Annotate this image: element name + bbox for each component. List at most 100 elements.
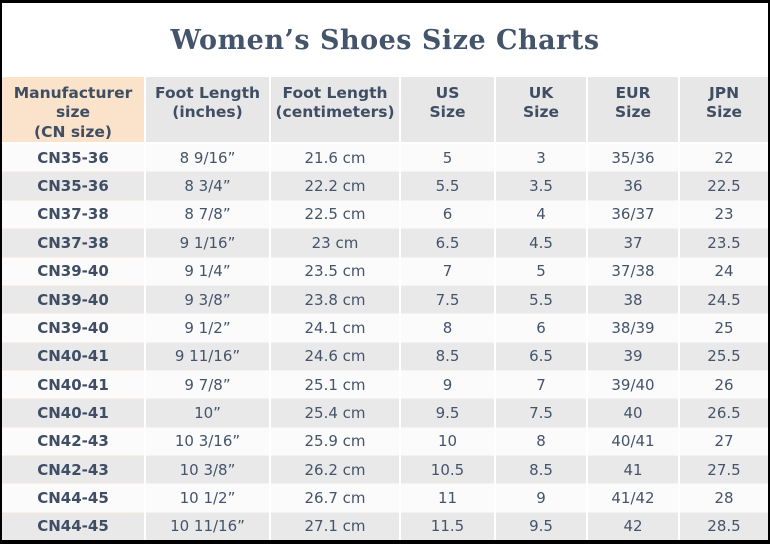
- cell: 5: [399, 143, 495, 172]
- table-row: CN37-38 8 7/8” 22.5 cm 6 4 36/37 23: [2, 199, 768, 229]
- shoe-size-table: Manufacturer size (CN size) Foot Length (…: [2, 77, 768, 540]
- cell: 9 1/4”: [144, 256, 270, 286]
- cell: 11.5: [399, 511, 495, 540]
- table-row: CN39-40 9 1/2” 24.1 cm 8 6 38/39 25: [2, 313, 768, 343]
- cell: CN39-40: [2, 256, 145, 286]
- table-row: CN42-43 10 3/16” 25.9 cm 10 8 40/41 27: [2, 426, 768, 456]
- cell: 9: [399, 369, 495, 399]
- cell: 9 3/8”: [144, 284, 270, 314]
- cell: 8.5: [399, 341, 495, 371]
- table-row: CN40-41 9 11/16” 24.6 cm 8.5 6.5 39 25.5: [2, 341, 768, 371]
- header-cell: US Size: [399, 77, 495, 145]
- header-cell: UK Size: [494, 77, 587, 145]
- cell: CN44-45: [2, 483, 145, 513]
- cell: CN44-45: [2, 511, 145, 540]
- cell: CN40-41: [2, 369, 145, 399]
- cell: 25.1 cm: [269, 369, 400, 399]
- cell: 23.5 cm: [269, 256, 400, 286]
- cell: 27.1 cm: [269, 511, 400, 540]
- cell: 23: [678, 199, 768, 229]
- cell: 5: [494, 256, 587, 286]
- table-row: CN35-36 8 3/4” 22.2 cm 5.5 3.5 36 22.5: [2, 171, 768, 201]
- cell: 10”: [144, 398, 270, 428]
- cell: 21.6 cm: [269, 143, 400, 172]
- cell: 7: [399, 256, 495, 286]
- cell: 25.4 cm: [269, 398, 400, 428]
- table-row: CN42-43 10 3/8” 26.2 cm 10.5 8.5 41 27.5: [2, 454, 768, 484]
- header-cell: Foot Length (centimeters): [269, 77, 400, 145]
- cell: 22.5: [678, 171, 768, 201]
- cell: 10 11/16”: [144, 511, 270, 540]
- cell: 8: [494, 426, 587, 456]
- cell: 41: [586, 454, 679, 484]
- cell: 5.5: [399, 171, 495, 201]
- cell: 26.2 cm: [269, 454, 400, 484]
- cell: 6: [494, 313, 587, 343]
- cell: CN39-40: [2, 284, 145, 314]
- cell: 23.5: [678, 228, 768, 257]
- cell: 22.5 cm: [269, 199, 400, 229]
- table-row: CN40-41 9 7/8” 25.1 cm 9 7 39/40 26: [2, 369, 768, 399]
- table-header: Manufacturer size (CN size) Foot Length (…: [2, 77, 768, 145]
- cell: 22: [678, 143, 768, 172]
- cell: 8: [399, 313, 495, 343]
- cell: 42: [586, 511, 679, 540]
- table-row: CN37-38 9 1/16” 23 cm 6.5 4.5 37 23.5: [2, 228, 768, 257]
- table-body: CN35-36 8 9/16” 21.6 cm 5 3 35/36 22 CN35-36 8 3…: [2, 143, 768, 540]
- cell: 8 9/16”: [144, 143, 270, 172]
- cell: 6.5: [399, 228, 495, 257]
- cell: 40: [586, 398, 679, 428]
- cell: 22.2 cm: [269, 171, 400, 201]
- cell: 4: [494, 199, 587, 229]
- cell: CN40-41: [2, 398, 145, 428]
- cell: 37: [586, 228, 679, 257]
- cell: 4.5: [494, 228, 587, 257]
- cell: 25.5: [678, 341, 768, 371]
- cell: 24.6 cm: [269, 341, 400, 371]
- cell: 7.5: [399, 284, 495, 314]
- page-title: Women’s Shoes Size Charts: [170, 24, 600, 56]
- table-row: CN40-41 10” 25.4 cm 9.5 7.5 40 26.5: [2, 398, 768, 428]
- cell: CN42-43: [2, 426, 145, 456]
- cell: 35/36: [586, 143, 679, 172]
- cell: 9 1/16”: [144, 228, 270, 257]
- cell: 26.5: [678, 398, 768, 428]
- cell: CN35-36: [2, 171, 145, 201]
- cell: 25: [678, 313, 768, 343]
- cell: 10 3/16”: [144, 426, 270, 456]
- cell: CN42-43: [2, 454, 145, 484]
- cell: 5.5: [494, 284, 587, 314]
- table-row: CN44-45 10 11/16” 27.1 cm 11.5 9.5 42 28.5: [2, 511, 768, 540]
- cell: 38/39: [586, 313, 679, 343]
- cell: 10: [399, 426, 495, 456]
- cell: 27: [678, 426, 768, 456]
- cell: 7: [494, 369, 587, 399]
- table-row: CN39-40 9 3/8” 23.8 cm 7.5 5.5 38 24.5: [2, 284, 768, 314]
- header-row: Manufacturer size (CN size) Foot Length (…: [2, 77, 768, 145]
- cell: CN39-40: [2, 313, 145, 343]
- cell: 10 3/8”: [144, 454, 270, 484]
- cell: 7.5: [494, 398, 587, 428]
- cell: 9 11/16”: [144, 341, 270, 371]
- table-row: CN44-45 10 1/2” 26.7 cm 11 9 41/42 28: [2, 483, 768, 513]
- cell: 9 7/8”: [144, 369, 270, 399]
- header-cell: Foot Length (inches): [144, 77, 270, 145]
- cell: 27.5: [678, 454, 768, 484]
- cell: 6: [399, 199, 495, 229]
- cell: 6.5: [494, 341, 587, 371]
- cell: 8 7/8”: [144, 199, 270, 229]
- table-row: CN35-36 8 9/16” 21.6 cm 5 3 35/36 22: [2, 143, 768, 172]
- cell: 39/40: [586, 369, 679, 399]
- cell: 23 cm: [269, 228, 400, 257]
- header-cell: JPN Size: [678, 77, 768, 145]
- cell: 23.8 cm: [269, 284, 400, 314]
- cell: CN37-38: [2, 199, 145, 229]
- cell: 36/37: [586, 199, 679, 229]
- cell: CN40-41: [2, 341, 145, 371]
- cell: 3: [494, 143, 587, 172]
- header-cell: EUR Size: [586, 77, 679, 145]
- cell: 40/41: [586, 426, 679, 456]
- cell: 10.5: [399, 454, 495, 484]
- cell: 26.7 cm: [269, 483, 400, 513]
